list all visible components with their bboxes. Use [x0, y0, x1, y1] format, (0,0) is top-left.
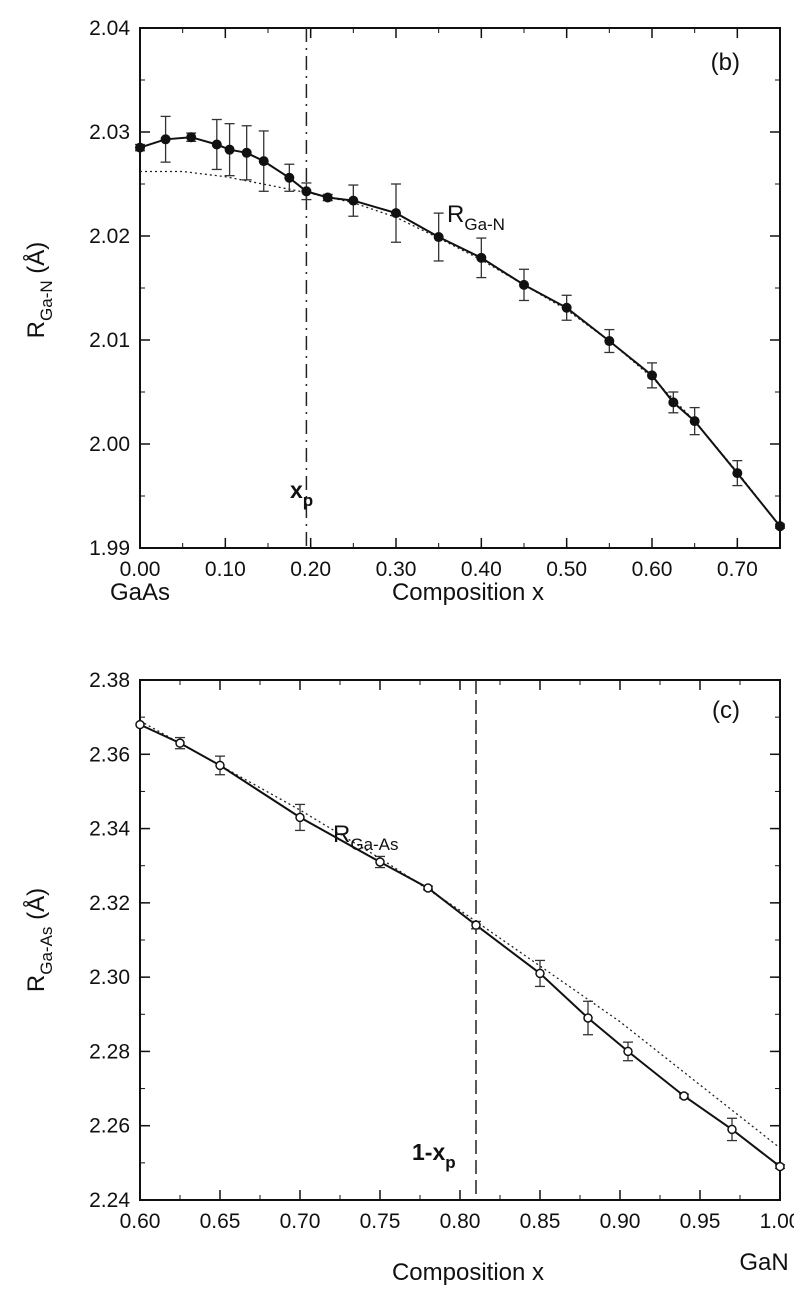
data-point: [322, 192, 333, 203]
x-endpoint-label-gaas: GaAs: [110, 579, 170, 606]
y-tick-label: 2.01: [89, 329, 130, 352]
data-point: [476, 252, 487, 263]
data-point: [561, 302, 572, 313]
y-tick-label: 2.36: [89, 743, 130, 766]
data-point: [679, 1091, 689, 1101]
axis-ticks: [139, 27, 781, 549]
data-point: [215, 760, 225, 771]
x-tick-label: 0.90: [600, 1210, 641, 1233]
data-point: [258, 156, 269, 167]
error-bars: [135, 115, 785, 529]
data-point: [583, 1013, 593, 1023]
x-tick-label: 0.65: [200, 1210, 241, 1233]
tick-labels: 0.60 0.65 0.70 0.75 0.80 0.85 0.90 0.95 1.00 2.24…: [89, 669, 794, 1233]
data-point: [175, 738, 185, 748]
x-axis-title: Composition x: [392, 579, 544, 606]
x-tick-label: 0.60: [120, 1210, 161, 1233]
panel-label: (b): [711, 49, 740, 76]
data-point: [135, 719, 145, 730]
tick-labels: 0.00 0.10 0.20 0.30 0.40 0.50 0.60 0.70 1.99 2.00…: [89, 17, 758, 581]
y-tick-label: 2.28: [89, 1040, 130, 1063]
data-point: [604, 336, 615, 347]
curve-label: RGa-N: [447, 201, 505, 234]
y-tick-label: 2.24: [89, 1189, 130, 1212]
data-point: [186, 132, 197, 143]
model-dotted-curve: [139, 720, 781, 1149]
data-point: [732, 468, 743, 479]
data-point: [391, 208, 401, 219]
data-point: [160, 134, 171, 145]
data-point: [241, 147, 252, 158]
xp-label: xp: [290, 477, 313, 510]
data-point: [775, 521, 785, 532]
x-tick-label: 0.50: [546, 558, 587, 581]
data-point: [348, 195, 359, 206]
x-tick-label: 0.70: [280, 1210, 321, 1233]
y-tick-label: 2.34: [89, 818, 130, 841]
data-point: [775, 1161, 785, 1172]
data-point: [535, 968, 545, 979]
panel-b-chart: 0.00 0.10 0.20 0.30 0.40 0.50 0.60 0.70 1.99 2.00…: [22, 17, 785, 606]
x-tick-label: 1.00: [760, 1210, 794, 1233]
y-axis-title: RGa-As (Å): [22, 888, 56, 992]
axis-ticks: [139, 679, 781, 1201]
data-point: [284, 172, 295, 183]
y-tick-label: 2.03: [89, 121, 130, 144]
data-point: [433, 232, 444, 243]
x-tick-label: 0.95: [680, 1210, 721, 1233]
data-points: [135, 132, 785, 532]
x-axis-title: Composition x: [392, 1259, 544, 1286]
data-point: [668, 397, 679, 408]
data-point: [689, 416, 700, 427]
data-point: [623, 1046, 633, 1057]
data-points: [135, 719, 785, 1172]
x-tick-label: 0.80: [440, 1210, 481, 1233]
y-tick-label: 2.38: [89, 669, 130, 692]
x-tick-label: 0.20: [290, 558, 331, 581]
y-tick-label: 2.02: [89, 225, 130, 248]
y-tick-label: 2.32: [89, 892, 130, 915]
x-tick-label: 0.40: [461, 558, 502, 581]
y-tick-label: 2.00: [89, 433, 130, 456]
y-tick-label: 2.04: [89, 17, 130, 40]
plot-frame: [139, 27, 781, 549]
x-tick-label: 0.85: [520, 1210, 561, 1233]
data-point: [211, 139, 222, 150]
data-point: [471, 920, 481, 930]
panel-c-chart: 0.60 0.65 0.70 0.75 0.80 0.85 0.90 0.95 1.00 2.24…: [22, 669, 794, 1286]
y-tick-label: 2.26: [89, 1115, 130, 1138]
data-point: [727, 1124, 737, 1135]
data-point: [423, 883, 433, 893]
data-point: [647, 370, 657, 381]
x-tick-label: 0.60: [632, 558, 673, 581]
data-point: [375, 857, 385, 867]
panel-label: (c): [712, 697, 740, 724]
data-point: [224, 144, 235, 155]
y-tick-label: 1.99: [89, 537, 130, 560]
data-point: [295, 812, 305, 823]
x-tick-label: 0.10: [205, 558, 246, 581]
plot-frame: [139, 679, 781, 1201]
data-solid-curve: [139, 136, 781, 527]
x-tick-label: 0.75: [360, 1210, 401, 1233]
x-tick-label: 0.30: [376, 558, 417, 581]
data-point: [519, 279, 529, 290]
curve-label: RGa-As: [333, 821, 399, 854]
data-point: [135, 142, 145, 153]
one-minus-xp-label: 1-xp: [412, 1139, 456, 1172]
y-axis-title: RGa-N (Å): [22, 242, 56, 339]
data-point: [301, 186, 312, 197]
x-endpoint-label-gan: GaN: [739, 1249, 788, 1276]
x-tick-label: 0.70: [717, 558, 758, 581]
x-tick-label: 0.00: [120, 558, 161, 581]
y-tick-label: 2.30: [89, 966, 130, 989]
